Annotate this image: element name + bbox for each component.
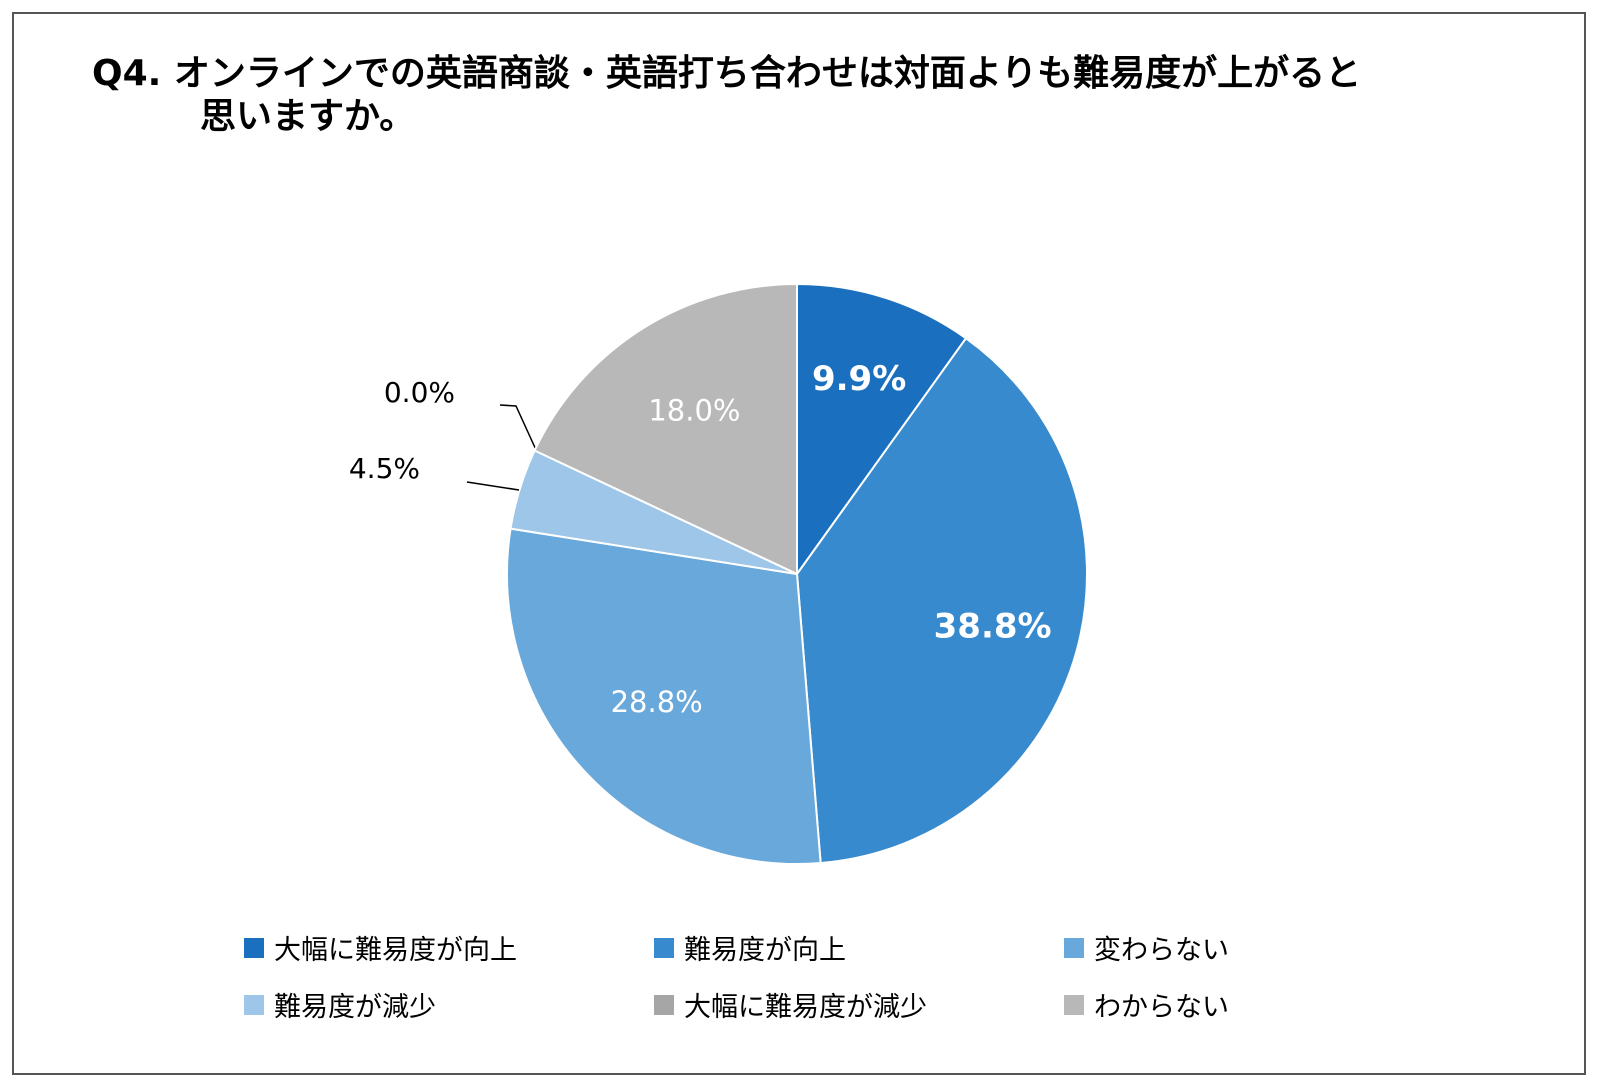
legend-label: 大幅に難易度が減少 (684, 992, 927, 1023)
data-label: 9.9% (812, 359, 906, 399)
legend-item: わからない (1064, 985, 1229, 1024)
legend-item: 難易度が向上 (654, 928, 846, 967)
chart-title-line2: 思いますか。 (200, 96, 416, 138)
legend-item: 大幅に難易度が減少 (654, 985, 927, 1024)
legend-swatch (654, 937, 674, 958)
chart-title-line1: Q4. オンラインでの英語商談・英語打ち合わせは対面よりも難易度が上がると (92, 53, 1362, 94)
chart-title: Q4. オンラインでの英語商談・英語打ち合わせは対面よりも難易度が上がると 思い… (92, 52, 1361, 138)
data-label: 0.0% (384, 376, 455, 409)
legend-label: 変わらない (1094, 935, 1229, 966)
leader-line (499, 404, 538, 453)
legend-item: 大幅に難易度が向上 (244, 928, 517, 967)
data-label: 4.5% (349, 452, 420, 485)
legend-swatch (244, 937, 264, 958)
pie-slice (533, 282, 798, 576)
legend-swatch (1064, 994, 1084, 1015)
legend-item: 難易度が減少 (244, 985, 436, 1024)
legend-item: 変わらない (1064, 928, 1229, 967)
legend-label: わからない (1094, 992, 1229, 1023)
legend-label: 大幅に難易度が向上 (274, 935, 517, 966)
data-label: 18.0% (648, 393, 740, 427)
pie-slice (796, 282, 968, 578)
legend-label: 難易度が向上 (684, 935, 846, 966)
chart-legend: 大幅に難易度が向上 難易度が向上 変わらない難易度が減少 大幅に難易度が減少 わからない (244, 928, 1344, 1048)
data-label: 38.8% (934, 607, 1052, 647)
pie-slice (795, 336, 1088, 865)
legend-swatch (654, 994, 674, 1015)
pie-slice (506, 527, 822, 865)
legend-swatch (244, 994, 264, 1015)
legend-label: 難易度が減少 (274, 992, 436, 1023)
legend-swatch (1064, 937, 1084, 958)
leader-line (466, 481, 520, 491)
data-label: 28.8% (611, 685, 703, 719)
